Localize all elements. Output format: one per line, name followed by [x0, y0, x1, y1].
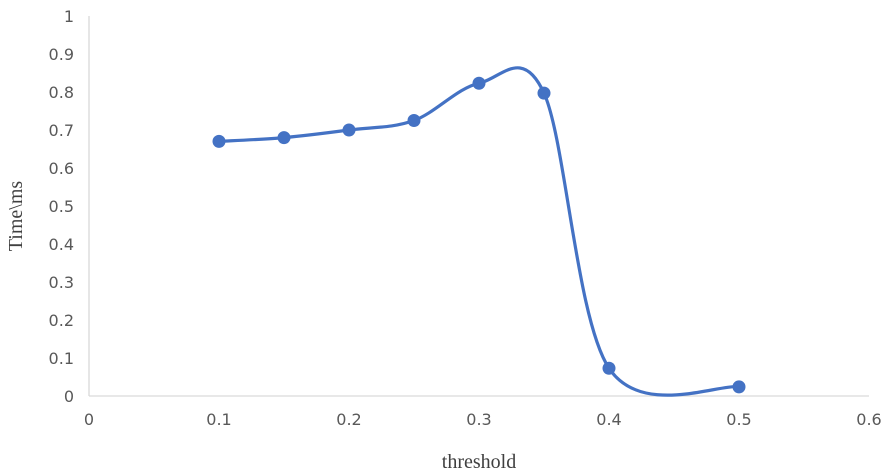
data-point-marker	[732, 380, 746, 394]
data-point-marker	[602, 361, 616, 375]
x-axis-title: threshold	[442, 451, 516, 473]
y-tick-labels: 0 0.1 0.2 0.3 0.4 0.5 0.6 0.7 0.8 0.9 1	[49, 7, 74, 406]
series-layer	[217, 66, 741, 397]
data-point-marker	[277, 131, 291, 145]
x-tick-label: 0.6	[856, 410, 881, 429]
y-tick-label: 0.7	[49, 121, 74, 140]
y-tick-label: 0.3	[49, 273, 74, 292]
y-tick-label: 1	[64, 7, 74, 26]
y-axis-title: Time\ms	[5, 181, 27, 252]
y-tick-label: 0.8	[49, 83, 74, 102]
axes	[88, 16, 869, 397]
x-tick-label: 0.4	[596, 410, 621, 429]
data-point-marker	[407, 114, 421, 127]
y-tick-label: 0	[64, 387, 74, 406]
x-tick-label: 0.1	[206, 410, 231, 429]
y-tick-label: 0.4	[49, 235, 74, 254]
x-tick-label: 0.2	[336, 410, 361, 429]
markers-layer	[212, 76, 746, 394]
data-point-marker	[212, 134, 226, 148]
data-point-marker	[537, 86, 551, 100]
y-tick-label: 0.1	[49, 349, 74, 368]
y-tick-label: 0.5	[49, 197, 74, 216]
data-point-marker	[342, 123, 356, 137]
x-tick-labels: 0 0.1 0.2 0.3 0.4 0.5 0.6	[84, 410, 882, 429]
x-tick-label: 0	[84, 410, 94, 429]
y-tick-label: 0.2	[49, 311, 74, 330]
y-tick-label: 0.9	[49, 45, 74, 64]
x-tick-label: 0.5	[726, 410, 751, 429]
series-line	[217, 66, 741, 397]
x-tick-label: 0.3	[466, 410, 491, 429]
data-point-marker	[472, 76, 486, 90]
y-tick-label: 0.6	[49, 159, 74, 178]
